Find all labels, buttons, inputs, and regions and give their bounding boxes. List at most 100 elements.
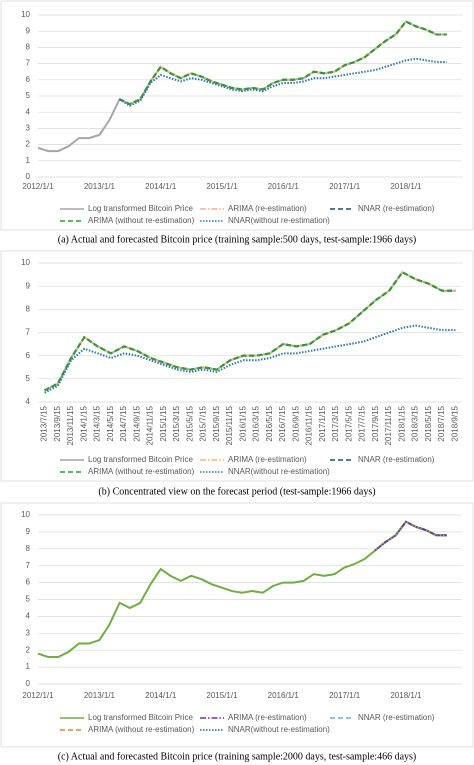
legend-label: ARIMA (re-estimation)	[228, 204, 307, 213]
y-tick-label: 9	[26, 527, 31, 536]
y-tick-label: 6	[26, 578, 31, 587]
series-line	[119, 57, 447, 107]
x-tick-label: 2018/1/1	[390, 182, 422, 191]
x-tick-label: 2016/1/1	[268, 691, 300, 700]
legend-label: Log transformed Bitcoin Price	[88, 455, 193, 464]
x-tick-label: 2017/1/15	[318, 405, 327, 441]
x-tick-label: 2018/3/15	[411, 405, 420, 441]
y-tick-label: 3	[26, 628, 31, 637]
y-tick-label: 5	[26, 374, 31, 383]
x-tick-label: 2012/1/1	[22, 182, 54, 191]
legend-label: NNAR(without re-estimation)	[228, 467, 330, 476]
y-tick-label: 9	[26, 281, 31, 290]
y-tick-label: 0	[26, 679, 31, 688]
x-tick-label: 2015/1/15	[159, 405, 168, 441]
x-tick-label: 2018/1/15	[397, 405, 406, 441]
legend-label: ARIMA (without re-estimation)	[88, 216, 195, 225]
legend-label: NNAR(without re-estimation)	[228, 725, 330, 734]
x-tick-label: 2016/5/15	[265, 405, 274, 441]
panel-frame	[0, 0, 474, 231]
series-line	[44, 270, 456, 392]
y-tick-label: 0	[26, 172, 31, 181]
x-tick-label: 2017/3/15	[331, 405, 340, 441]
legend-label: NNAR (re-estimation)	[358, 455, 435, 464]
x-tick-label: 2015/5/15	[185, 405, 194, 441]
x-tick-label: 2016/1/1	[268, 182, 300, 191]
x-tick-label: 2015/11/15	[225, 405, 234, 445]
x-tick-label: 2017/11/15	[384, 405, 393, 445]
y-tick-label: 8	[26, 43, 31, 52]
x-tick-label: 2012/1/1	[22, 691, 54, 700]
series-line	[374, 520, 447, 552]
y-tick-label: 4	[26, 107, 31, 116]
x-tick-label: 2014/3/15	[93, 405, 102, 441]
caption: (b) Concentrated view on the forecast pe…	[98, 486, 375, 497]
y-tick-label: 8	[26, 544, 31, 553]
x-tick-label: 2015/1/1	[206, 691, 238, 700]
x-tick-label: 2013/11/15	[66, 405, 75, 445]
y-tick-label: 2	[26, 140, 31, 149]
x-tick-label: 2015/3/15	[172, 405, 181, 441]
x-tick-label: 2015/1/1	[206, 182, 238, 191]
y-tick-label: 6	[26, 75, 31, 84]
caption: (c) Actual and forecasted Bitcoin price …	[58, 751, 417, 762]
legend-label: ARIMA (without re-estimation)	[88, 725, 195, 734]
legend-label: ARIMA (re-estimation)	[228, 455, 307, 464]
x-tick-label: 2016/9/15	[291, 405, 300, 441]
x-tick-label: 2014/1/1	[145, 691, 177, 700]
x-tick-label: 2017/9/15	[371, 405, 380, 441]
x-tick-label: 2018/9/15	[450, 405, 459, 441]
series-line	[119, 20, 447, 106]
x-tick-label: 2013/1/1	[84, 691, 116, 700]
x-tick-label: 2016/11/15	[305, 405, 314, 445]
y-tick-label: 10	[21, 510, 30, 519]
x-tick-label: 2017/7/15	[358, 405, 367, 441]
panel-frame	[0, 250, 474, 482]
series-line	[119, 20, 447, 106]
x-tick-label: 2013/9/15	[53, 405, 62, 441]
x-tick-label: 2014/1/15	[79, 405, 88, 441]
legend-label: ARIMA (re-estimation)	[228, 713, 307, 722]
legend-label: NNAR (re-estimation)	[358, 713, 435, 722]
series-line	[44, 324, 456, 394]
y-tick-label: 7	[26, 59, 31, 68]
x-tick-label: 2015/9/15	[212, 405, 221, 441]
y-tick-label: 7	[26, 561, 31, 570]
x-tick-label: 2016/3/15	[252, 405, 261, 441]
y-tick-label: 1	[26, 156, 31, 165]
y-tick-label: 6	[26, 351, 31, 360]
x-tick-label: 2016/7/15	[278, 405, 287, 441]
x-tick-label: 2018/1/1	[390, 691, 422, 700]
legend-label: ARIMA (without re-estimation)	[88, 467, 195, 476]
series-line	[44, 270, 456, 392]
series-line	[119, 20, 447, 106]
x-tick-label: 2013/1/1	[84, 182, 116, 191]
x-tick-label: 2014/9/15	[132, 405, 141, 441]
y-tick-label: 9	[26, 26, 31, 35]
y-tick-label: 7	[26, 328, 31, 337]
legend-label: NNAR(without re-estimation)	[228, 216, 330, 225]
x-tick-label: 2014/5/15	[106, 405, 115, 441]
x-tick-label: 2014/11/15	[146, 405, 155, 445]
y-tick-label: 10	[21, 10, 30, 19]
legend-label: NNAR (re-estimation)	[358, 204, 435, 213]
x-tick-label: 2014/1/1	[145, 182, 177, 191]
x-tick-label: 2017/1/1	[329, 182, 361, 191]
legend-label: Log transformed Bitcoin Price	[88, 713, 193, 722]
y-tick-label: 5	[26, 595, 31, 604]
y-tick-label: 1	[26, 662, 31, 671]
x-tick-label: 2015/7/15	[199, 405, 208, 441]
x-tick-label: 2017/5/15	[344, 405, 353, 441]
x-tick-label: 2014/7/15	[119, 405, 128, 441]
y-tick-label: 5	[26, 91, 31, 100]
legend-label: Log transformed Bitcoin Price	[88, 204, 193, 213]
x-tick-label: 2018/7/15	[437, 405, 446, 441]
y-tick-label: 4	[26, 612, 31, 621]
y-tick-label: 3	[26, 124, 31, 133]
x-tick-label: 2013/7/15	[40, 405, 49, 441]
x-tick-label: 2018/5/15	[424, 405, 433, 441]
x-tick-label: 2017/1/1	[329, 691, 361, 700]
panel-frame	[0, 502, 474, 748]
